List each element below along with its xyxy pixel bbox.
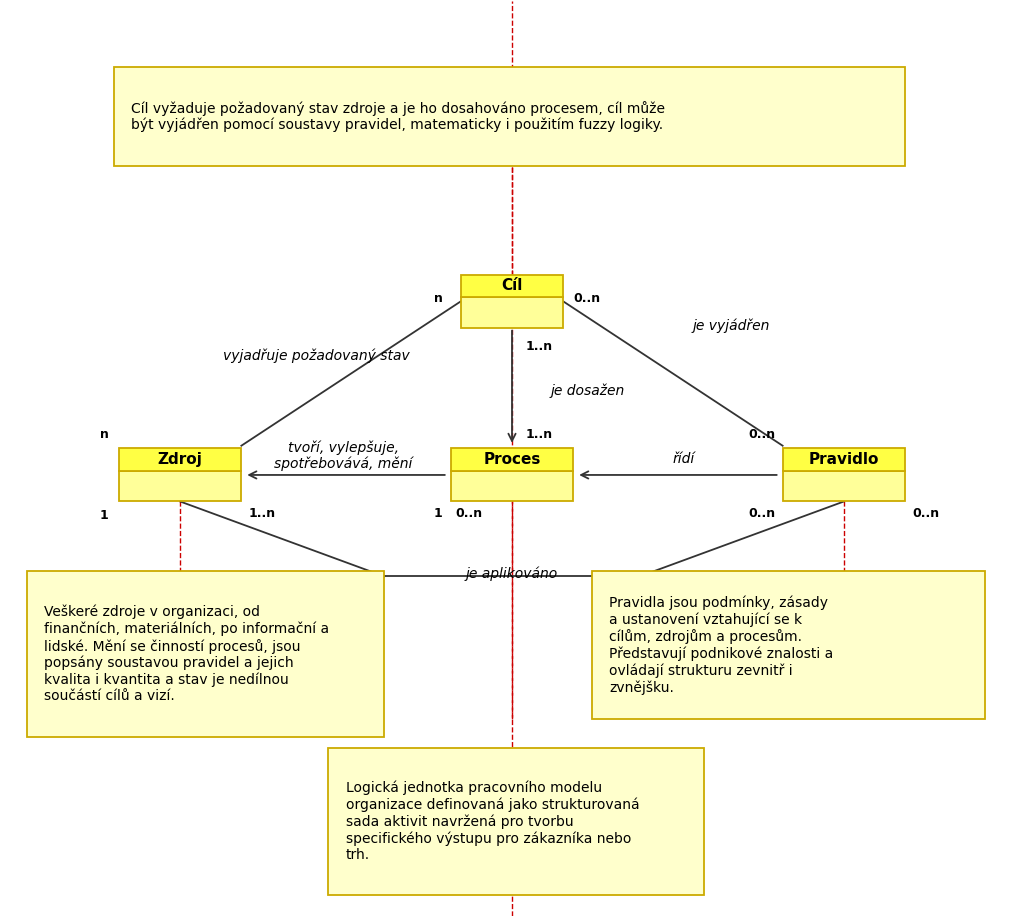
Text: Logická jednotka pracovního modelu
organizace definovaná jako strukturovaná
sada: Logická jednotka pracovního modelu organ…: [345, 781, 639, 862]
Text: 0..n: 0..n: [749, 507, 775, 520]
Text: Pravidla jsou podmínky, zásady
a ustanovení vztahující se k
cílům, zdrojům a pro: Pravidla jsou podmínky, zásady a ustanov…: [609, 595, 834, 694]
Text: 1: 1: [100, 509, 109, 522]
Text: je dosažen: je dosažen: [551, 383, 625, 398]
FancyBboxPatch shape: [592, 571, 985, 719]
Text: 0..n: 0..n: [573, 292, 600, 305]
Text: n: n: [99, 428, 109, 441]
FancyBboxPatch shape: [328, 748, 703, 895]
Text: 1: 1: [434, 507, 442, 520]
Text: Cíl vyžaduje požadovaný stav zdroje a je ho dosahováno procesem, cíl může
být vy: Cíl vyžaduje požadovaný stav zdroje a je…: [131, 101, 665, 132]
FancyBboxPatch shape: [119, 448, 242, 470]
FancyBboxPatch shape: [114, 67, 905, 166]
Text: tvoří, vylepšuje,
spotřebovává, mění: tvoří, vylepšuje, spotřebovává, mění: [274, 440, 413, 471]
FancyBboxPatch shape: [461, 297, 563, 327]
Text: 0..n: 0..n: [456, 507, 483, 520]
Text: 1..n: 1..n: [525, 339, 552, 353]
FancyBboxPatch shape: [451, 448, 573, 470]
Text: je vyjádřen: je vyjádřen: [693, 319, 770, 333]
FancyBboxPatch shape: [27, 571, 384, 737]
FancyBboxPatch shape: [461, 275, 563, 297]
Text: řídí: řídí: [673, 451, 694, 466]
Text: Cíl: Cíl: [502, 279, 522, 293]
Text: je aplikováno: je aplikováno: [466, 567, 558, 581]
FancyBboxPatch shape: [119, 470, 242, 502]
Text: Pravidlo: Pravidlo: [809, 452, 879, 467]
FancyBboxPatch shape: [782, 470, 905, 502]
Text: Veškeré zdroje v organizaci, od
finančních, materiálních, po informační a
lidské: Veškeré zdroje v organizaci, od finanční…: [44, 605, 330, 703]
Text: 0..n: 0..n: [912, 507, 939, 520]
Text: n: n: [434, 292, 442, 305]
Text: Zdroj: Zdroj: [158, 452, 203, 467]
Text: 1..n: 1..n: [249, 507, 275, 520]
FancyBboxPatch shape: [451, 470, 573, 502]
Text: vyjadřuje požadovaný stav: vyjadřuje požadovaný stav: [222, 348, 410, 363]
FancyBboxPatch shape: [782, 448, 905, 470]
Text: 1..n: 1..n: [525, 428, 552, 441]
Text: Proces: Proces: [483, 452, 541, 467]
Text: 0..n: 0..n: [749, 428, 775, 441]
